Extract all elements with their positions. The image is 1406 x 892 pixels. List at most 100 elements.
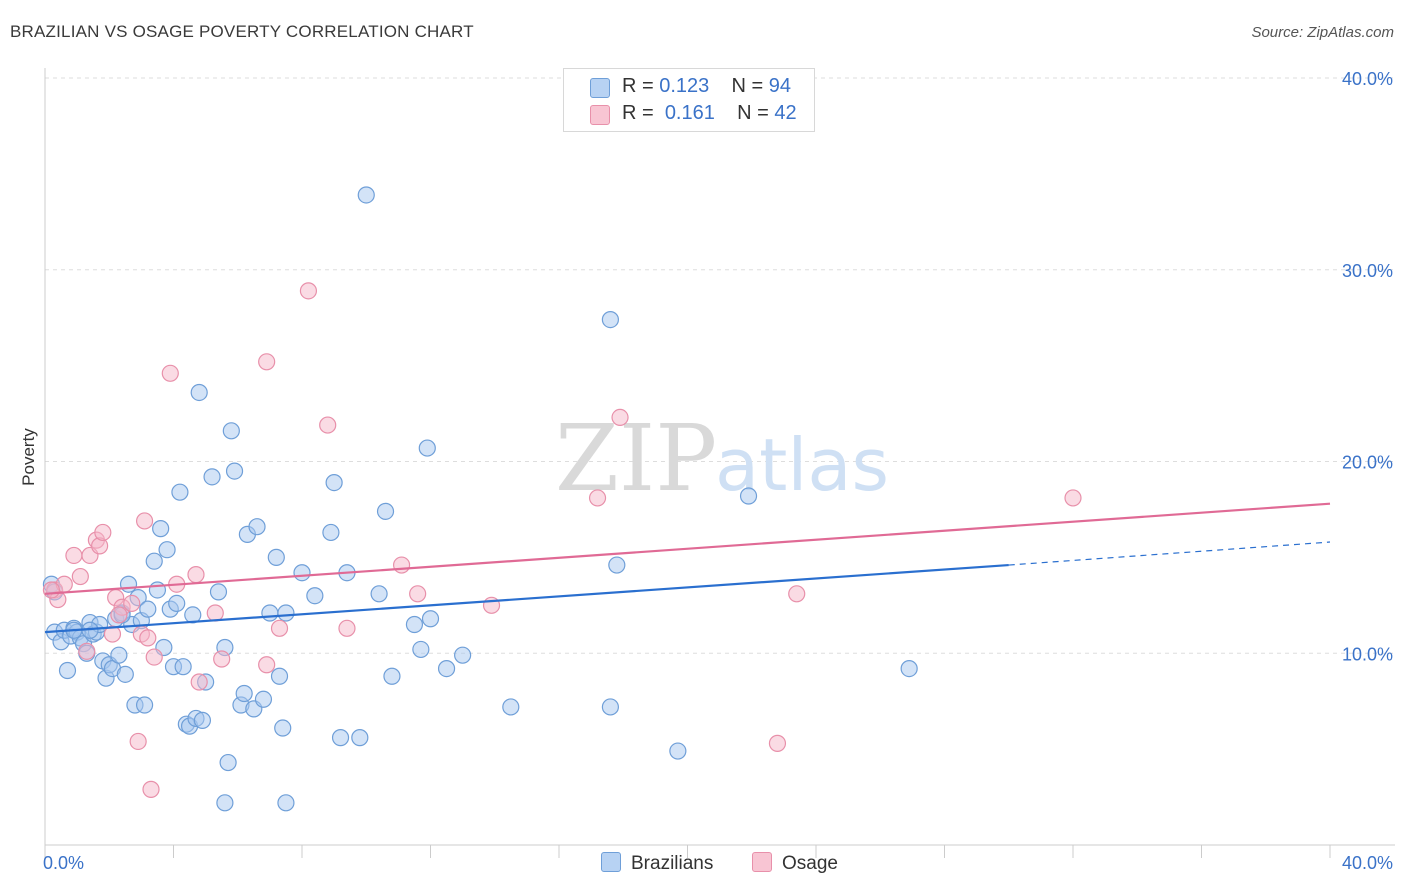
data-point-brazilians	[219, 753, 237, 772]
data-point-brazilians	[267, 548, 285, 566]
data-point-osage	[145, 648, 163, 666]
legend-n-value: 94	[768, 75, 792, 97]
bottom-legend-label: Brazilians	[631, 853, 714, 874]
data-point-osage	[110, 606, 128, 624]
axes	[44, 68, 1395, 858]
legend-r-value: 0.123	[659, 75, 710, 97]
data-point-brazilians	[203, 468, 221, 486]
y-tick-label: 20.0%	[1342, 453, 1393, 473]
data-point-brazilians	[293, 564, 311, 582]
bottom-legend-label: Osage	[782, 853, 838, 874]
data-point-osage	[94, 523, 112, 542]
data-point-brazilians	[437, 659, 456, 678]
data-point-brazilians	[351, 729, 369, 747]
data-point-brazilians	[248, 518, 266, 536]
y-tick-label: 40.0%	[1342, 69, 1393, 89]
trend-line-osage	[44, 502, 1331, 595]
data-point-osage	[135, 512, 154, 530]
data-point-osage	[123, 594, 141, 612]
data-point-brazilians	[135, 696, 154, 714]
data-point-brazilians	[261, 604, 279, 622]
osage-points	[42, 282, 1082, 798]
data-point-brazilians	[171, 483, 189, 501]
legend-swatch-pink	[590, 105, 610, 125]
brazilians-points	[42, 186, 918, 812]
data-point-brazilians	[331, 729, 350, 747]
y-axis-label: Poverty	[19, 428, 38, 486]
data-point-brazilians	[158, 541, 176, 559]
data-point-osage	[129, 732, 147, 751]
legend-r-label: R =	[622, 102, 654, 124]
data-point-osage	[768, 734, 787, 752]
data-point-brazilians	[370, 585, 388, 603]
data-point-brazilians	[405, 615, 424, 634]
data-point-brazilians	[601, 698, 620, 716]
data-point-brazilians	[277, 604, 295, 622]
data-point-brazilians	[274, 719, 292, 737]
data-point-brazilians	[270, 667, 289, 685]
data-point-osage	[788, 585, 806, 603]
legend-n-label: N =	[731, 75, 764, 97]
data-point-brazilians	[254, 690, 273, 708]
data-point-osage	[161, 364, 179, 382]
data-point-osage	[65, 546, 83, 565]
data-point-brazilians	[601, 311, 620, 329]
data-point-brazilians	[209, 583, 228, 601]
data-point-osage	[258, 656, 276, 674]
y-tick-label: 30.0%	[1342, 261, 1393, 281]
data-point-brazilians	[322, 523, 340, 542]
legend-n-label: N =	[737, 102, 769, 124]
data-point-osage	[42, 581, 61, 599]
correlation-legend: R = 0.123 N = 94 R = 0.161 N = 42	[563, 68, 815, 132]
data-point-brazilians	[116, 665, 134, 683]
data-point-osage	[319, 416, 337, 434]
chart-title: BRAZILIAN VS OSAGE POVERTY CORRELATION C…	[10, 22, 474, 41]
trend-line-brazilians-extension	[1008, 541, 1331, 566]
data-point-osage	[409, 585, 427, 603]
data-point-brazilians	[193, 711, 212, 729]
data-point-brazilians	[383, 667, 401, 685]
data-point-osage	[103, 625, 122, 643]
data-point-osage	[611, 408, 629, 426]
bottom-legend-swatch-pink	[752, 852, 772, 872]
data-point-brazilians	[418, 439, 436, 457]
data-point-osage	[338, 619, 356, 637]
data-point-brazilians	[222, 422, 240, 440]
watermark-zip: ZIP	[555, 405, 717, 512]
data-point-brazilians	[325, 473, 343, 492]
grid	[45, 77, 1395, 654]
data-point-osage	[392, 556, 411, 574]
legend-r-label: R =	[622, 75, 654, 97]
data-point-brazilians	[235, 684, 253, 703]
data-point-brazilians	[168, 594, 186, 612]
data-point-brazilians	[376, 502, 395, 520]
data-point-osage	[206, 604, 224, 622]
data-point-osage	[190, 673, 208, 691]
bottom-legend-osage: Osage	[752, 852, 838, 876]
bottom-legend-swatch-blue	[601, 852, 621, 872]
data-point-brazilians	[139, 600, 157, 618]
x-tick-label: 40.0%	[1342, 853, 1393, 873]
data-point-brazilians	[119, 575, 138, 593]
data-point-brazilians	[502, 698, 520, 716]
data-point-brazilians	[357, 186, 375, 204]
axis-labels: 10.0% 20.0% 30.0% 40.0% 0.0% 40.0% Poverty	[19, 69, 1393, 873]
data-point-osage	[270, 619, 289, 637]
data-point-osage	[1064, 489, 1082, 507]
data-point-osage	[258, 353, 276, 371]
data-point-brazilians	[900, 659, 918, 678]
data-point-brazilians	[608, 556, 626, 574]
data-point-osage	[213, 650, 231, 668]
data-point-brazilians	[306, 587, 324, 605]
legend-swatch-blue	[590, 78, 610, 98]
data-point-brazilians	[412, 640, 430, 659]
data-point-brazilians	[145, 552, 163, 570]
data-point-brazilians	[58, 661, 77, 680]
data-point-osage	[299, 282, 318, 300]
data-point-brazilians	[454, 646, 472, 664]
data-point-brazilians	[216, 794, 234, 812]
bottom-legend-brazilians: Brazilians	[601, 852, 713, 876]
data-point-osage	[139, 629, 157, 647]
legend-r-value: 0.161	[664, 102, 715, 124]
